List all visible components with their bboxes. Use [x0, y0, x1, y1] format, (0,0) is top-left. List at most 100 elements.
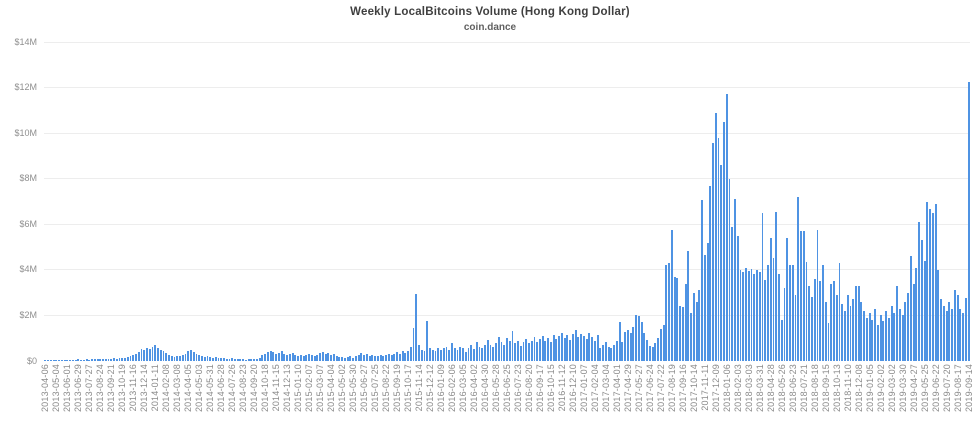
volume-bar[interactable]: [354, 356, 357, 361]
volume-bar[interactable]: [593, 340, 596, 361]
volume-bar[interactable]: [88, 359, 91, 361]
volume-bar[interactable]: [374, 356, 377, 361]
volume-bar[interactable]: [514, 343, 517, 361]
volume-bar[interactable]: [822, 265, 824, 361]
volume-bar[interactable]: [473, 349, 475, 361]
volume-bar[interactable]: [591, 337, 594, 361]
volume-bar[interactable]: [948, 301, 951, 361]
volume-bar[interactable]: [489, 345, 492, 361]
volume-bar[interactable]: [302, 356, 305, 361]
volume-bar[interactable]: [833, 281, 835, 361]
volume-bar[interactable]: [429, 348, 431, 361]
volume-bar[interactable]: [55, 360, 58, 361]
volume-bar[interactable]: [893, 313, 896, 361]
volume-bar[interactable]: [195, 353, 198, 361]
volume-bar[interactable]: [728, 178, 731, 361]
volume-bar[interactable]: [915, 267, 918, 361]
volume-bar[interactable]: [96, 359, 99, 361]
volume-bar[interactable]: [275, 354, 278, 361]
volume-bar[interactable]: [104, 358, 107, 361]
volume-bar[interactable]: [492, 347, 495, 361]
volume-bar[interactable]: [725, 94, 728, 361]
volume-bar[interactable]: [811, 297, 813, 361]
volume-bar[interactable]: [846, 294, 849, 361]
volume-bar[interactable]: [77, 359, 80, 361]
volume-bar[interactable]: [709, 185, 712, 361]
volume-bar[interactable]: [159, 350, 162, 361]
volume-bar[interactable]: [264, 353, 267, 361]
volume-bar[interactable]: [964, 298, 967, 361]
volume-bar[interactable]: [69, 359, 72, 361]
volume-bar[interactable]: [953, 290, 956, 361]
volume-bar[interactable]: [560, 332, 563, 361]
volume-bar[interactable]: [110, 358, 113, 361]
volume-bar[interactable]: [956, 294, 959, 361]
volume-bar[interactable]: [382, 356, 385, 361]
volume-bar[interactable]: [657, 338, 660, 361]
volume-bar[interactable]: [734, 199, 736, 361]
volume-bar[interactable]: [813, 278, 816, 361]
volume-bar[interactable]: [610, 348, 613, 361]
volume-bar[interactable]: [764, 280, 767, 361]
volume-bar[interactable]: [269, 350, 272, 361]
volume-bar[interactable]: [137, 351, 140, 361]
volume-bar[interactable]: [190, 350, 192, 361]
volume-bar[interactable]: [695, 301, 698, 361]
volume-bar[interactable]: [412, 327, 415, 361]
volume-bar[interactable]: [102, 359, 104, 361]
volume-bar[interactable]: [816, 229, 819, 361]
volume-bar[interactable]: [209, 357, 212, 361]
volume-bar[interactable]: [206, 356, 209, 361]
volume-bar[interactable]: [940, 299, 943, 361]
volume-bar[interactable]: [316, 354, 319, 361]
volume-bar[interactable]: [588, 332, 591, 361]
volume-bar[interactable]: [91, 359, 93, 361]
volume-bar[interactable]: [214, 356, 217, 361]
volume-bar[interactable]: [868, 313, 871, 361]
volume-bar[interactable]: [415, 293, 418, 361]
volume-bar[interactable]: [951, 308, 954, 361]
volume-bar[interactable]: [819, 281, 822, 361]
volume-bar[interactable]: [613, 345, 616, 361]
volume-bar[interactable]: [332, 354, 335, 361]
volume-bar[interactable]: [745, 267, 747, 361]
volume-bar[interactable]: [151, 346, 154, 361]
volume-bar[interactable]: [173, 356, 176, 361]
volume-bar[interactable]: [648, 345, 651, 361]
volume-bar[interactable]: [783, 288, 786, 361]
volume-bar[interactable]: [440, 349, 442, 361]
volume-bar[interactable]: [409, 347, 412, 361]
volume-bar[interactable]: [775, 211, 778, 361]
volume-bar[interactable]: [60, 359, 63, 361]
volume-bar[interactable]: [582, 335, 585, 361]
volume-bar[interactable]: [261, 355, 264, 361]
volume-bar[interactable]: [467, 347, 470, 361]
volume-bar[interactable]: [396, 352, 398, 361]
volume-bar[interactable]: [135, 354, 137, 361]
volume-bar[interactable]: [124, 357, 126, 361]
volume-bar[interactable]: [536, 342, 539, 361]
volume-bar[interactable]: [305, 355, 308, 361]
volume-bar[interactable]: [835, 294, 838, 361]
volume-bar[interactable]: [376, 355, 379, 361]
volume-bar[interactable]: [544, 340, 547, 361]
volume-bar[interactable]: [827, 323, 830, 361]
volume-bar[interactable]: [266, 352, 269, 361]
volume-bar[interactable]: [841, 304, 844, 361]
volume-bar[interactable]: [659, 329, 662, 361]
volume-bar[interactable]: [772, 258, 775, 361]
volume-bar[interactable]: [690, 313, 693, 361]
volume-bar[interactable]: [865, 317, 868, 361]
volume-bar[interactable]: [176, 356, 179, 361]
volume-bar[interactable]: [879, 315, 882, 361]
volume-bar[interactable]: [272, 351, 275, 361]
volume-bar[interactable]: [863, 310, 866, 361]
volume-bar[interactable]: [327, 352, 330, 361]
volume-bar[interactable]: [635, 315, 638, 361]
volume-bar[interactable]: [129, 356, 132, 361]
volume-bar[interactable]: [898, 308, 901, 361]
volume-bar[interactable]: [451, 343, 453, 361]
volume-bar[interactable]: [459, 346, 462, 361]
volume-bar[interactable]: [247, 358, 250, 361]
volume-bar[interactable]: [901, 315, 904, 361]
